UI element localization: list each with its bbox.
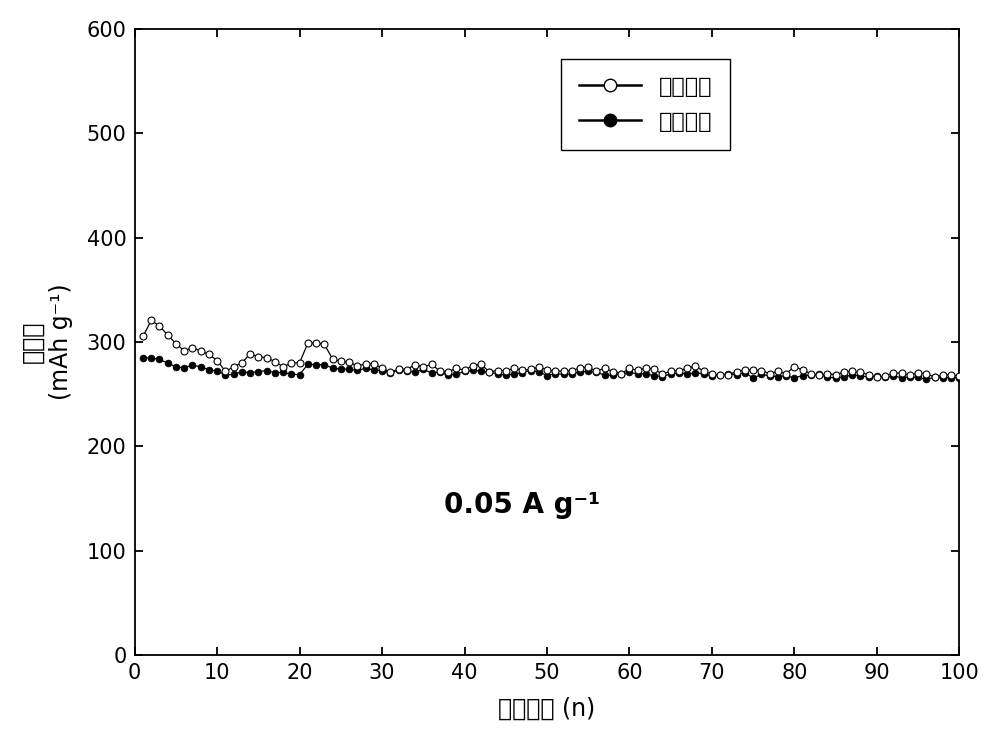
放电容量 bbox=[294, 370, 306, 379]
充电容量 bbox=[953, 372, 965, 381]
放电容量 bbox=[137, 353, 149, 362]
Legend: 充电容量, 放电容量: 充电容量, 放电容量 bbox=[561, 59, 730, 150]
充电容量 bbox=[871, 373, 883, 382]
放电容量 bbox=[912, 373, 924, 382]
充电容量 bbox=[145, 316, 157, 325]
Text: 0.05 A g⁻¹: 0.05 A g⁻¹ bbox=[444, 490, 600, 519]
充电容量 bbox=[302, 338, 314, 347]
充电容量 bbox=[335, 357, 347, 366]
放电容量 bbox=[327, 364, 339, 372]
放电容量 bbox=[558, 370, 570, 379]
Line: 放电容量: 放电容量 bbox=[140, 355, 963, 383]
充电容量 bbox=[566, 367, 578, 375]
放电容量 bbox=[920, 375, 932, 384]
Y-axis label: 比容量
(mAh g⁻¹): 比容量 (mAh g⁻¹) bbox=[21, 283, 73, 400]
充电容量 bbox=[904, 371, 916, 380]
X-axis label: 循环次数 (n): 循环次数 (n) bbox=[498, 697, 596, 721]
充电容量 bbox=[929, 372, 941, 381]
Line: 充电容量: 充电容量 bbox=[140, 317, 963, 381]
放电容量 bbox=[953, 373, 965, 382]
放电容量 bbox=[623, 368, 635, 377]
放电容量 bbox=[887, 372, 899, 381]
充电容量 bbox=[632, 366, 644, 375]
充电容量 bbox=[137, 332, 149, 341]
